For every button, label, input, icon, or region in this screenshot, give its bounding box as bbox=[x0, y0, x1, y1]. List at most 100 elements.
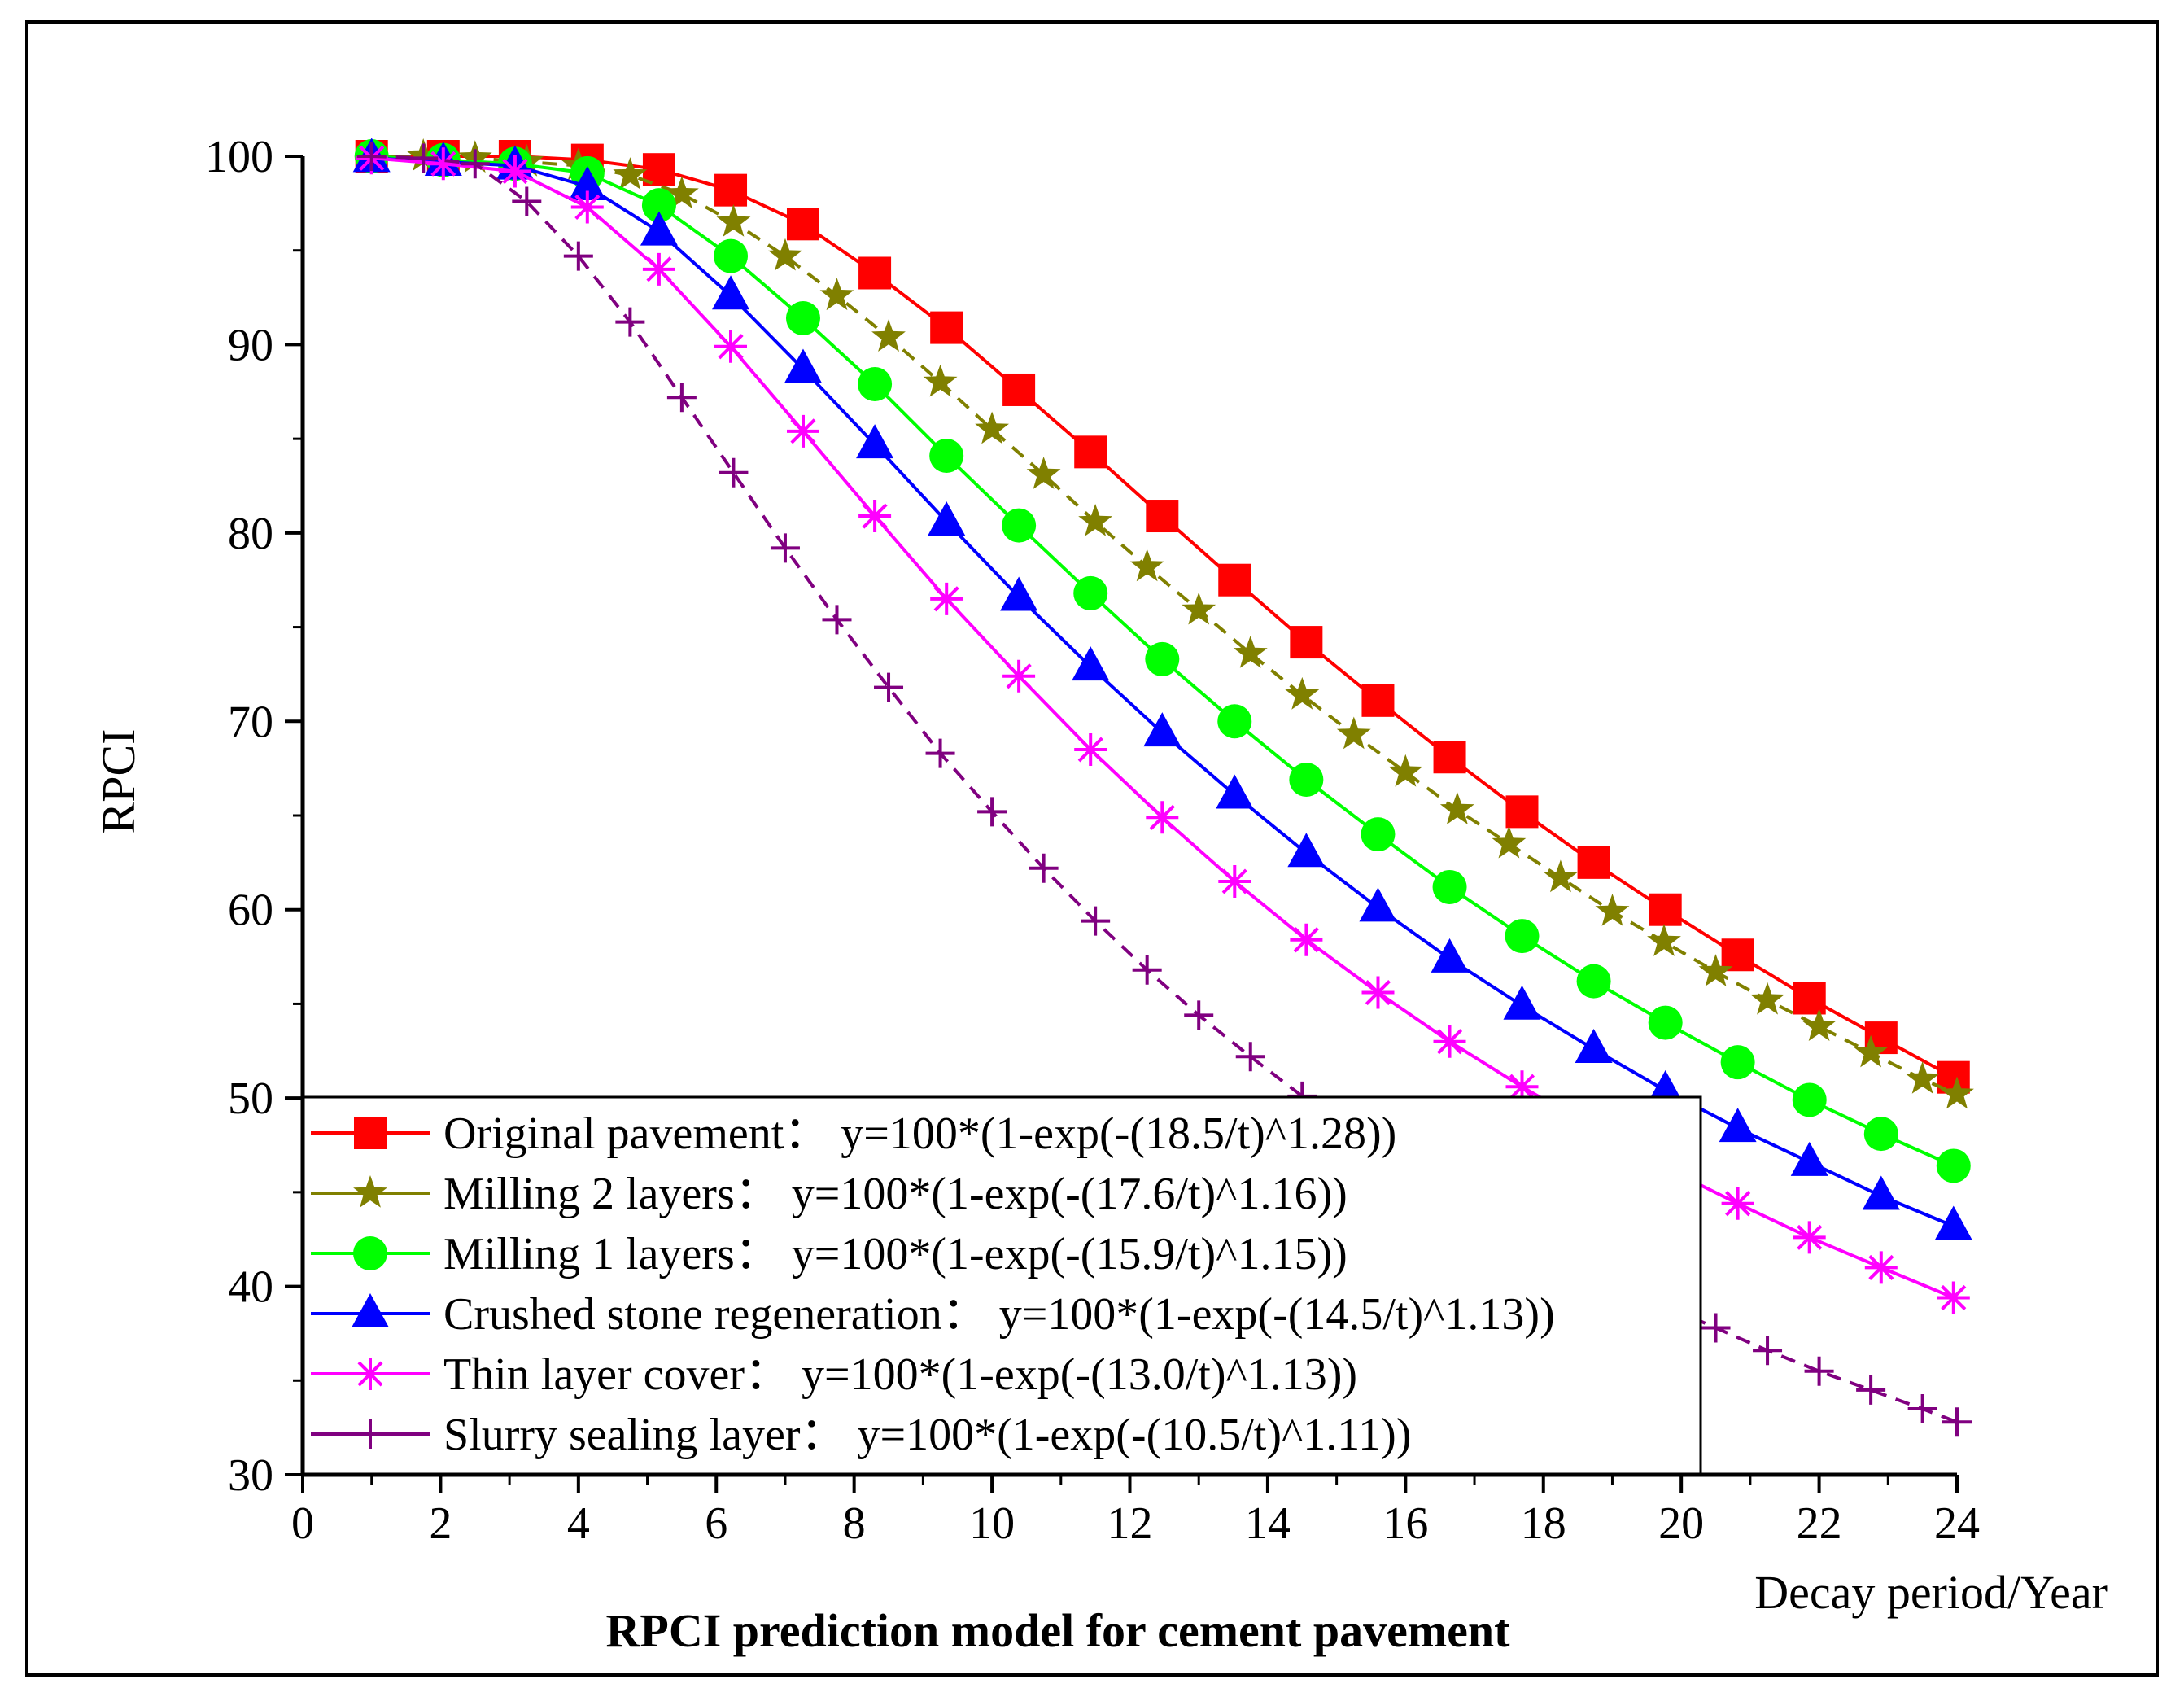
data-point bbox=[1146, 801, 1179, 834]
x-tick-label: 14 bbox=[1245, 1498, 1291, 1549]
series-line bbox=[371, 155, 1958, 1424]
data-point bbox=[1804, 1356, 1834, 1386]
data-point bbox=[1937, 1281, 1970, 1314]
data-point bbox=[712, 275, 750, 310]
data-point bbox=[1431, 938, 1469, 973]
data-point bbox=[613, 157, 648, 190]
data-point bbox=[1026, 457, 1061, 489]
legend-label: Crushed stone regeneration： y=100*(1-exp… bbox=[443, 1289, 1555, 1340]
data-point bbox=[930, 311, 963, 344]
y-tick-label: 30 bbox=[228, 1450, 273, 1501]
data-point bbox=[1216, 774, 1254, 809]
data-point bbox=[785, 301, 820, 336]
data-point bbox=[786, 208, 819, 241]
data-point bbox=[1388, 754, 1423, 787]
data-point bbox=[1000, 576, 1038, 611]
data-point bbox=[930, 582, 963, 615]
data-point bbox=[856, 424, 894, 459]
data-point bbox=[1073, 575, 1108, 610]
data-point bbox=[640, 211, 678, 246]
y-tick-label: 40 bbox=[228, 1262, 273, 1313]
x-tick-label: 12 bbox=[1107, 1498, 1153, 1549]
data-point bbox=[1577, 846, 1610, 879]
data-point bbox=[1285, 676, 1320, 710]
data-point bbox=[1143, 712, 1182, 747]
y-tick-label: 90 bbox=[228, 320, 273, 370]
data-point bbox=[1698, 954, 1733, 986]
data-point bbox=[1721, 938, 1754, 972]
data-point bbox=[1218, 563, 1251, 597]
data-point bbox=[665, 176, 699, 209]
data-point bbox=[784, 348, 822, 383]
series-line bbox=[371, 155, 1958, 1096]
y-axis-title: RPCI bbox=[92, 729, 145, 834]
data-point bbox=[1002, 659, 1036, 693]
data-point bbox=[1503, 985, 1541, 1020]
data-point bbox=[1072, 646, 1110, 681]
data-point bbox=[1361, 684, 1395, 717]
legend-item: Milling 2 layers： y=100*(1-exp(-(17.6/t)… bbox=[311, 1169, 1348, 1219]
data-point bbox=[1217, 704, 1252, 739]
data-point bbox=[1720, 1045, 1755, 1080]
data-point bbox=[1936, 1148, 1971, 1183]
legend-marker bbox=[352, 1293, 389, 1327]
data-point bbox=[1505, 1070, 1539, 1104]
data-point bbox=[1646, 1069, 1684, 1104]
legend-item: Milling 1 layers： y=100*(1-exp(-(15.9/t)… bbox=[311, 1229, 1348, 1279]
data-point bbox=[426, 147, 460, 181]
data-point bbox=[666, 383, 697, 413]
legend-marker bbox=[353, 1175, 387, 1208]
data-point bbox=[858, 256, 892, 290]
data-point bbox=[1433, 1025, 1466, 1058]
data-point bbox=[871, 319, 906, 352]
data-point bbox=[1081, 906, 1111, 936]
data-point bbox=[1942, 1407, 1972, 1437]
data-point bbox=[498, 155, 531, 188]
x-tick-label: 24 bbox=[1934, 1498, 1980, 1549]
x-tick-label: 20 bbox=[1658, 1498, 1704, 1549]
data-point bbox=[1336, 716, 1371, 750]
data-point bbox=[1576, 964, 1611, 999]
data-point bbox=[770, 533, 800, 563]
data-point bbox=[408, 143, 439, 173]
data-point bbox=[1575, 1028, 1613, 1063]
data-point bbox=[1862, 1175, 1900, 1210]
data-point bbox=[1802, 1008, 1837, 1041]
x-axis-title: Decay period/Year bbox=[1754, 1566, 2108, 1619]
data-point bbox=[1750, 982, 1784, 1015]
data-point bbox=[1505, 795, 1539, 829]
data-point bbox=[642, 252, 675, 286]
data-point bbox=[1505, 919, 1540, 954]
data-point bbox=[975, 411, 1009, 444]
data-point bbox=[719, 457, 749, 488]
data-point bbox=[615, 307, 645, 337]
data-point bbox=[1029, 853, 1059, 883]
y-tick-label: 50 bbox=[228, 1074, 273, 1124]
data-point bbox=[1218, 865, 1251, 898]
legend-label: Milling 1 layers： y=100*(1-exp(-(15.9/t)… bbox=[443, 1229, 1348, 1279]
data-point bbox=[1432, 869, 1467, 904]
data-point bbox=[1793, 982, 1826, 1015]
x-tick-label: 0 bbox=[291, 1498, 314, 1549]
data-point bbox=[874, 672, 904, 702]
data-point bbox=[768, 238, 802, 271]
series-line bbox=[371, 156, 1955, 1228]
data-point bbox=[1182, 592, 1216, 625]
data-point bbox=[1544, 859, 1578, 893]
data-point bbox=[568, 166, 606, 201]
data-point bbox=[1359, 887, 1397, 922]
series-milling-1-layers bbox=[354, 139, 1971, 1183]
legend-label: Original pavement： y=100*(1-exp(-(18.5/t… bbox=[443, 1108, 1396, 1159]
data-point bbox=[714, 330, 747, 363]
data-point bbox=[1854, 1034, 1888, 1068]
legend-marker bbox=[353, 1236, 387, 1270]
legend-label: Thin layer cover： y=100*(1-exp(-(13.0/t)… bbox=[443, 1349, 1357, 1400]
data-point bbox=[787, 414, 819, 448]
legend: Original pavement： y=100*(1-exp(-(18.5/t… bbox=[301, 1095, 1702, 1476]
data-point bbox=[1002, 373, 1036, 406]
chart-title: RPCI prediction model for cement pavemen… bbox=[606, 1604, 1511, 1657]
x-tick-label: 22 bbox=[1797, 1498, 1842, 1549]
